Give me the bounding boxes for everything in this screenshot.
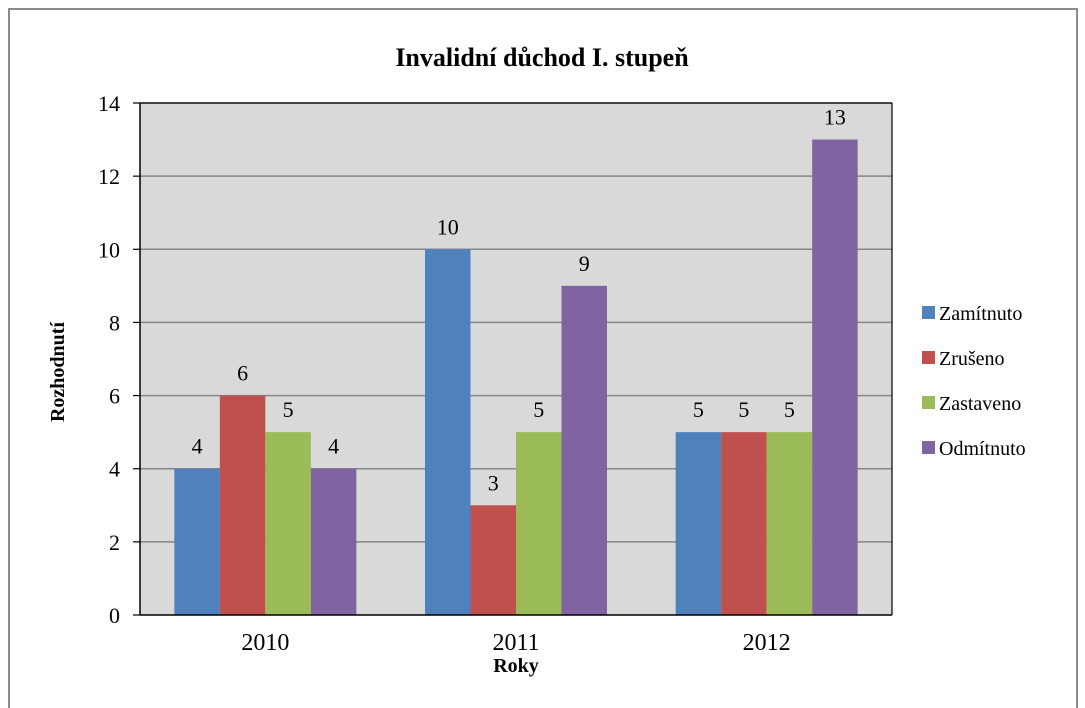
legend: Zamítnuto Zrušeno Zastaveno Odmítnuto [922, 303, 1026, 460]
x-tick-label: 2012 [743, 630, 791, 656]
bar [470, 505, 516, 615]
legend-label: Zamítnuto [939, 303, 1022, 325]
bar [721, 432, 767, 615]
bar [516, 432, 562, 615]
data-label: 4 [192, 434, 203, 459]
legend-swatch [922, 351, 935, 364]
legend-label: Odmítnuto [939, 438, 1026, 460]
legend-swatch [922, 396, 935, 409]
data-label: 5 [533, 397, 544, 422]
data-label: 13 [824, 105, 846, 130]
bar [310, 468, 357, 615]
bar [174, 468, 220, 615]
y-tick-label: 0 [109, 603, 120, 628]
bar [812, 139, 858, 616]
data-label: 5 [283, 397, 294, 422]
x-tick-label: 2010 [241, 630, 289, 656]
data-label: 5 [738, 397, 749, 422]
data-label: 6 [237, 361, 248, 386]
data-label: 10 [437, 214, 459, 239]
legend-label: Zastaveno [939, 393, 1021, 415]
bar [766, 432, 813, 615]
bar [265, 432, 311, 615]
y-tick-label: 8 [109, 310, 120, 335]
bar [219, 395, 266, 615]
data-label: 9 [579, 251, 590, 276]
y-tick-label: 10 [98, 237, 120, 262]
y-tick-label: 4 [109, 457, 120, 482]
legend-swatch [922, 441, 935, 454]
x-tick-label: 2011 [492, 630, 539, 656]
y-tick-label: 2 [109, 530, 120, 555]
bar-chart: Invalidní důchod I. stupeň Rozhodnutí Ro… [47, 43, 1026, 677]
legend-swatch [922, 306, 935, 319]
bar [425, 249, 471, 616]
data-label: 5 [693, 397, 704, 422]
chart-title: Invalidní důchod I. stupeň [395, 43, 689, 72]
plot-area: 0 2 4 6 8 10 12 14 4 6 5 4 2010 10 3 5 9 2011 5 5 5 13 2012 [98, 91, 893, 656]
x-axis-label: Roky [493, 655, 539, 677]
bar [675, 432, 722, 615]
y-tick-label: 6 [109, 384, 120, 409]
legend-label: Zrušeno [939, 348, 1005, 370]
data-label: 5 [784, 397, 795, 422]
y-tick-label: 12 [98, 164, 120, 189]
data-label: 4 [328, 434, 339, 459]
data-label: 3 [488, 470, 499, 495]
bar [561, 285, 607, 615]
y-tick-label: 14 [98, 91, 120, 116]
y-axis-label: Rozhodnutí [47, 322, 69, 422]
